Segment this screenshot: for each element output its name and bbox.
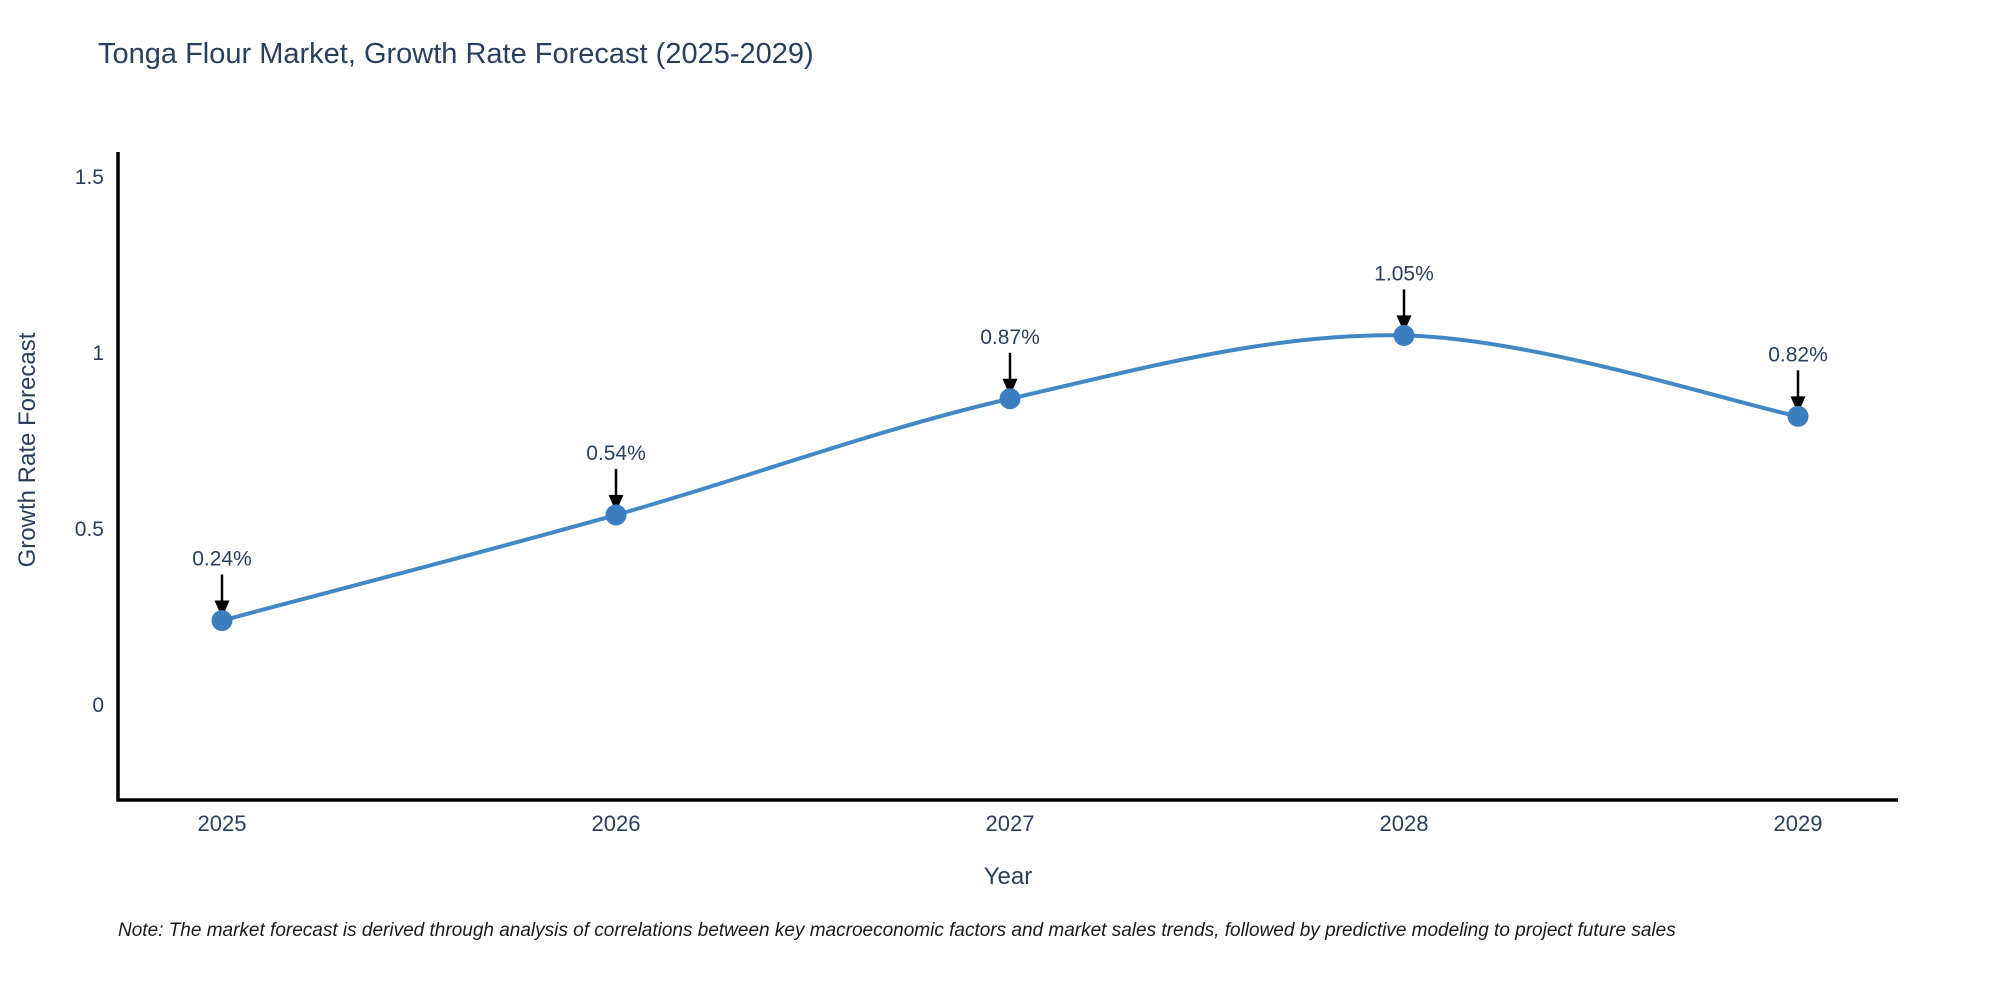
data-point-marker[interactable] [211, 610, 233, 632]
point-annotation-label: 1.05% [1374, 262, 1434, 285]
x-axis-title: Year [983, 863, 1033, 890]
data-point-marker[interactable] [1393, 324, 1415, 346]
annotation-arrow-head [1002, 378, 1018, 396]
axis-lines [116, 152, 1898, 802]
x-tick-label: 2025 [198, 811, 247, 836]
y-tick-label: 0.5 [75, 518, 104, 541]
footnote: Note: The market forecast is derived thr… [118, 920, 1676, 941]
data-point-marker[interactable] [1787, 405, 1809, 427]
data-point-marker[interactable] [999, 388, 1021, 410]
data-point-marker[interactable] [605, 504, 627, 526]
point-annotation-label: 0.82% [1768, 343, 1828, 366]
y-tick-label: 1.5 [75, 166, 104, 189]
x-tick-label: 2028 [1380, 811, 1429, 836]
x-tick-label: 2027 [986, 811, 1035, 836]
x-tick-label: 2029 [1774, 811, 1823, 836]
point-annotation-label: 0.87% [980, 326, 1040, 349]
annotation-arrow-head [1396, 315, 1412, 333]
x-tick-label: 2026 [592, 811, 641, 836]
y-tick-label: 0 [92, 694, 104, 717]
chart-title: Tonga Flour Market, Growth Rate Forecast… [98, 38, 814, 70]
point-annotation-label: 0.54% [586, 442, 646, 465]
y-tick-label: 1 [92, 342, 104, 365]
annotation-arrow-head [608, 494, 624, 512]
annotation-arrow-head [1790, 396, 1806, 414]
annotation-arrow-head [214, 600, 230, 618]
point-annotation-label: 0.24% [192, 548, 252, 571]
